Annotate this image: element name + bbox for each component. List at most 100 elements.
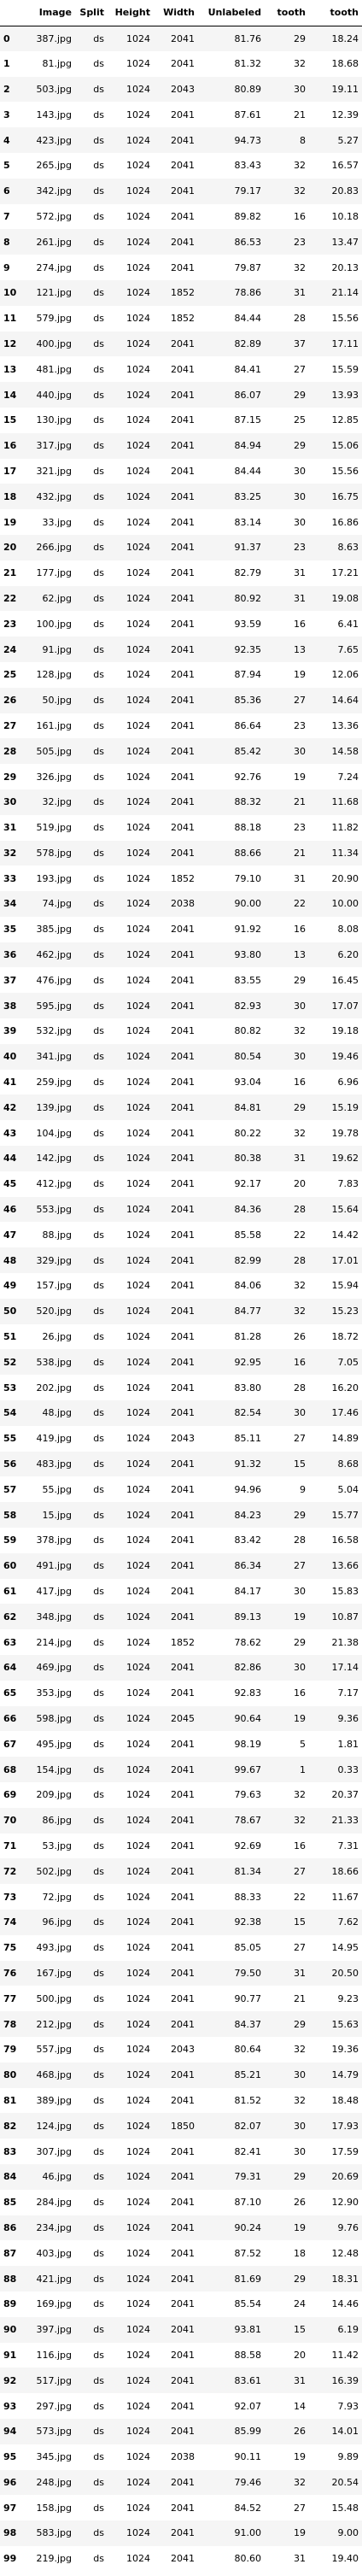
- table-cell: ds: [93, 2273, 104, 2285]
- table-cell: 83.43: [234, 160, 262, 172]
- table-cell: 16: [294, 1077, 306, 1088]
- table-cell: 30: [294, 490, 306, 502]
- table-cell: ds: [93, 1051, 104, 1063]
- table-cell: 1.81: [337, 1738, 359, 1750]
- row-index: 11: [3, 313, 17, 325]
- table-cell: ds: [93, 924, 104, 936]
- table-cell: 1852: [171, 287, 195, 299]
- table-cell: 15.56: [331, 465, 359, 477]
- column-header: tooth: [265, 0, 309, 26]
- table-cell: 2041: [171, 516, 195, 528]
- table-cell: 2041: [171, 32, 195, 44]
- table-row: 53 202.jpg ds 1024 2041 83.80 28 16.20: [0, 1375, 362, 1401]
- table-cell: 2041: [171, 1942, 195, 1954]
- table-cell: 423.jpg: [36, 134, 72, 146]
- table-cell: 2045: [171, 1712, 195, 1724]
- table-cell: ds: [93, 872, 104, 884]
- table-cell: 2041: [171, 1815, 195, 1827]
- table-cell: 202.jpg: [36, 1382, 72, 1394]
- table-row: 35 385.jpg ds 1024 2041 91.92 16 8.08: [0, 916, 362, 942]
- table-cell: 20.90: [331, 872, 359, 884]
- table-cell: 1024: [126, 1738, 150, 1750]
- table-cell: 2041: [171, 1534, 195, 1546]
- table-cell: 15.59: [331, 363, 359, 375]
- table-cell: ds: [93, 2324, 104, 2336]
- table-cell: 400.jpg: [36, 337, 72, 349]
- table-cell: 28: [294, 1254, 306, 1266]
- table-cell: 1024: [126, 822, 150, 834]
- table-cell: 90.24: [234, 2221, 262, 2233]
- table-cell: ds: [93, 1891, 104, 1903]
- table-cell: 81.76: [234, 32, 262, 44]
- table-cell: ds: [93, 2221, 104, 2233]
- table-cell: 32: [294, 1280, 306, 1292]
- table-row: 58 15.jpg ds 1024 2041 84.23 29 15.77: [0, 1502, 362, 1529]
- table-row: 36 462.jpg ds 1024 2041 93.80 13 6.20: [0, 942, 362, 968]
- table-cell: ds: [93, 1331, 104, 1343]
- row-index: 53: [3, 1382, 17, 1394]
- table-cell: 30: [294, 1586, 306, 1597]
- table-cell: 265.jpg: [36, 160, 72, 172]
- table-row: 77 500.jpg ds 1024 2041 90.77 21 9.23: [0, 1986, 362, 2012]
- table-cell: ds: [93, 719, 104, 731]
- table-cell: 1024: [126, 974, 150, 986]
- table-cell: 79.17: [234, 185, 262, 197]
- table-cell: ds: [93, 261, 104, 273]
- table-cell: 82.89: [234, 337, 262, 349]
- table-cell: 19.36: [331, 2044, 359, 2056]
- row-index: 10: [3, 287, 17, 299]
- table-cell: 503.jpg: [36, 83, 72, 95]
- table-cell: 15.23: [331, 1306, 359, 1317]
- table-cell: 2041: [171, 1331, 195, 1343]
- table-cell: 412.jpg: [36, 1178, 72, 1190]
- table-row: 88 421.jpg ds 1024 2041 81.69 29 18.31: [0, 2266, 362, 2291]
- table-cell: 1024: [126, 2221, 150, 2233]
- table-cell: 2041: [171, 2145, 195, 2157]
- table-cell: 1024: [126, 1000, 150, 1012]
- table-cell: 1024: [126, 2553, 150, 2565]
- row-index: 90: [3, 2324, 17, 2336]
- table-cell: 79.31: [234, 2171, 262, 2183]
- table-cell: 30: [294, 745, 306, 757]
- table-cell: ds: [93, 2451, 104, 2463]
- table-row: 66 598.jpg ds 1024 2045 90.64 19 9.36: [0, 1705, 362, 1732]
- table-cell: 20.50: [331, 1967, 359, 1979]
- table-cell: 2041: [171, 1025, 195, 1037]
- row-index: 60: [3, 1560, 17, 1572]
- table-cell: 96.jpg: [42, 1916, 72, 1928]
- table-cell: 2041: [171, 58, 195, 70]
- table-cell: 2041: [171, 261, 195, 273]
- table-cell: 84.44: [234, 465, 262, 477]
- table-cell: 1852: [171, 1636, 195, 1648]
- table-cell: 85.99: [234, 2426, 262, 2438]
- table-cell: 2041: [171, 1051, 195, 1063]
- table-cell: 348.jpg: [36, 1611, 72, 1622]
- row-index: 88: [3, 2273, 17, 2285]
- table-cell: 21: [294, 847, 306, 859]
- table-cell: 83.80: [234, 1382, 262, 1394]
- table-cell: 19.62: [331, 1153, 359, 1165]
- table-cell: 2043: [171, 1433, 195, 1445]
- row-index: 7: [3, 210, 10, 222]
- table-cell: 31: [294, 567, 306, 579]
- table-cell: 23: [294, 236, 306, 248]
- row-index: 95: [3, 2451, 17, 2463]
- table-cell: ds: [93, 465, 104, 477]
- table-cell: 92.95: [234, 1356, 262, 1368]
- table-cell: 573.jpg: [36, 2426, 72, 2438]
- table-cell: 2041: [171, 1662, 195, 1674]
- table-cell: 1024: [126, 516, 150, 528]
- table-cell: 284.jpg: [36, 2197, 72, 2209]
- table-cell: 7.62: [337, 1916, 359, 1928]
- table-cell: 30: [294, 465, 306, 477]
- table-cell: 2041: [171, 389, 195, 401]
- table-row: 9 274.jpg ds 1024 2041 79.87 32 20.13: [0, 255, 362, 280]
- table-cell: 16.57: [331, 160, 359, 172]
- table-cell: 557.jpg: [36, 2044, 72, 2056]
- table-cell: 15.63: [331, 2018, 359, 2030]
- table-cell: 32: [294, 1306, 306, 1317]
- row-index: 8: [3, 236, 10, 248]
- table-cell: 26: [294, 2197, 306, 2209]
- table-row: 71 53.jpg ds 1024 2041 92.69 16 7.31: [0, 1833, 362, 1859]
- table-cell: 22: [294, 1229, 306, 1241]
